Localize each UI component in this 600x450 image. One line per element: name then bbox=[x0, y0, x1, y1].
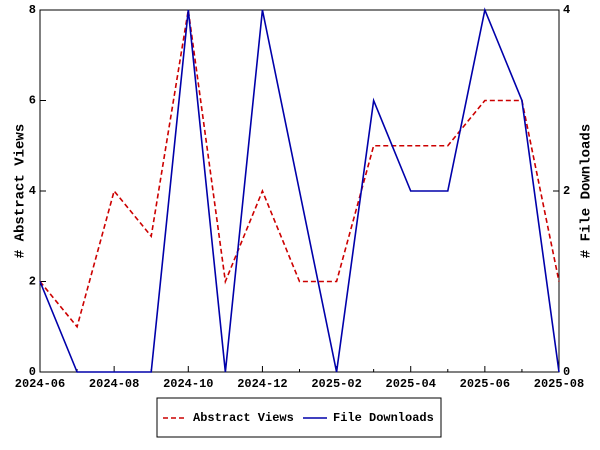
x-tick-label: 2024-10 bbox=[163, 377, 213, 391]
y-axis-title: # Abstract Views bbox=[13, 124, 29, 258]
y-tick-label: 2 bbox=[29, 275, 36, 289]
x-tick-label: 2024-06 bbox=[15, 377, 65, 391]
y2-tick-label: 4 bbox=[563, 3, 570, 17]
y-tick-label: 0 bbox=[29, 365, 36, 379]
y-tick-label: 4 bbox=[29, 184, 36, 198]
y-tick-label: 8 bbox=[29, 3, 36, 17]
x-tick-label: 2025-04 bbox=[386, 377, 436, 391]
x-tick-label: 2025-08 bbox=[534, 377, 584, 391]
y2-tick-label: 2 bbox=[563, 184, 570, 198]
x-tick-label: 2025-02 bbox=[311, 377, 361, 391]
series-line bbox=[39, 9, 560, 329]
legend-label: File Downloads bbox=[333, 411, 434, 425]
y2-axis-title: # File Downloads bbox=[579, 124, 595, 258]
legend-box bbox=[156, 397, 442, 438]
y-tick-label: 6 bbox=[29, 94, 36, 108]
legend-label: Abstract Views bbox=[193, 411, 294, 425]
x-tick-label: 2024-08 bbox=[89, 377, 139, 391]
x-tick-label: 2025-06 bbox=[460, 377, 510, 391]
x-tick-label: 2024-12 bbox=[237, 377, 287, 391]
y2-tick-label: 0 bbox=[563, 365, 570, 379]
series-line bbox=[39, 7, 560, 373]
